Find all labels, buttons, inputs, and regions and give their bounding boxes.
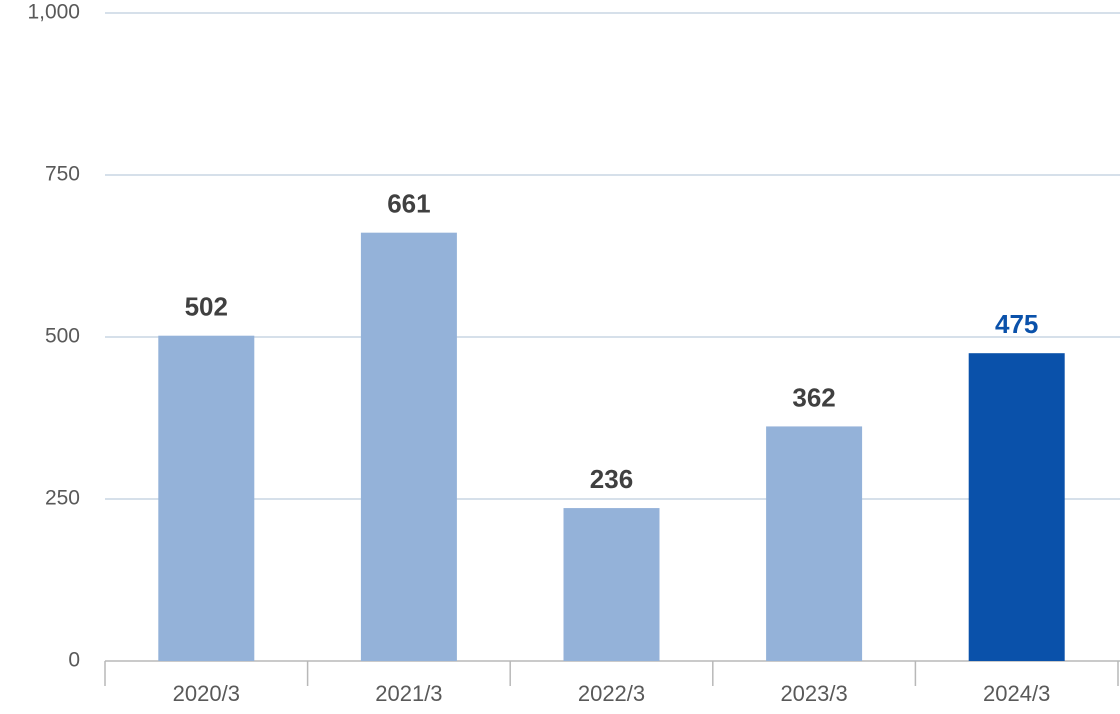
x-tick-label: 2023/3 — [780, 681, 847, 706]
bar — [563, 508, 660, 661]
data-label: 475 — [995, 309, 1038, 339]
y-tick-label: 1,000 — [27, 1, 80, 24]
y-tick-label: 750 — [45, 163, 80, 186]
x-tick-label: 2024/3 — [983, 681, 1050, 706]
data-label: 661 — [387, 189, 430, 219]
y-tick-label: 500 — [45, 325, 80, 348]
y-tick-label: 250 — [45, 487, 80, 510]
x-tick-label: 2020/3 — [173, 681, 240, 706]
x-tick-label: 2021/3 — [375, 681, 442, 706]
bar — [158, 335, 255, 661]
data-label: 362 — [792, 382, 835, 412]
y-tick-label: 0 — [68, 649, 80, 672]
bar — [360, 232, 457, 661]
bar — [968, 353, 1065, 661]
data-label: 236 — [590, 464, 633, 494]
x-tick-label: 2022/3 — [578, 681, 645, 706]
data-label: 502 — [185, 292, 228, 322]
bar — [766, 426, 863, 661]
